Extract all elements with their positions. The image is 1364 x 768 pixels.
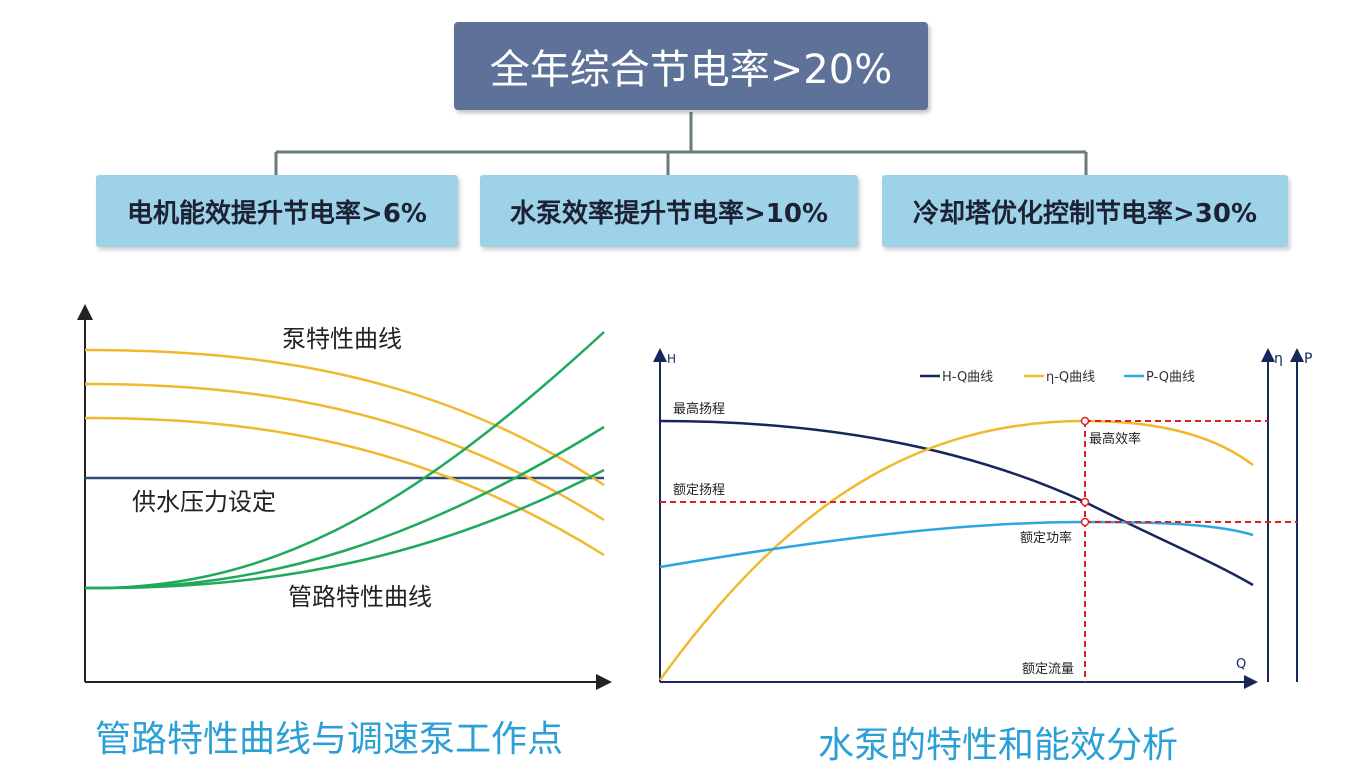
right-chart-caption: 水泵的特性和能效分析 xyxy=(818,725,1179,766)
pump-efficiency-label: 水泵效率提升节电率>10% xyxy=(509,198,829,229)
rated-flow-label: 额定流量 xyxy=(1022,662,1074,677)
rated-head-label: 额定扬程 xyxy=(673,483,725,498)
pipe-curve-1 xyxy=(84,331,605,590)
eta-q-curve xyxy=(658,419,1254,681)
pump-curve-2 xyxy=(84,382,605,522)
total-saving-box: 全年综合节电率>20% xyxy=(454,22,928,110)
rated-power-label: 额定功率 xyxy=(1020,530,1072,546)
left-chart-caption: 管路特性曲线与调速泵工作点 xyxy=(95,719,564,760)
motor-efficiency-label: 电机能效提升节电率>6% xyxy=(127,198,427,229)
q-axis-label: Q xyxy=(1236,657,1246,672)
motor-efficiency-box: 电机能效提升节电率>6% xyxy=(96,175,458,247)
legend-etaq: η-Q曲线 xyxy=(1046,370,1095,385)
chart-legend: H-Q曲线 η-Q曲线 P-Q曲线 xyxy=(920,370,1195,385)
h-q-curve xyxy=(659,419,1254,587)
pump-efficiency-box: 水泵效率提升节电率>10% xyxy=(480,175,858,247)
rated-head-point xyxy=(1080,497,1090,507)
h-axis-label: H xyxy=(667,352,676,366)
pipe-curve-3 xyxy=(84,468,605,590)
p-q-curve xyxy=(659,520,1254,569)
legend-pq: P-Q曲线 xyxy=(1146,370,1195,385)
cooling-tower-label: 冷却塔优化控制节电率>30% xyxy=(912,198,1258,229)
p-axis-label: P xyxy=(1304,351,1312,367)
supply-pressure-label: 供水压力设定 xyxy=(132,488,276,516)
max-eff-point xyxy=(1080,416,1090,426)
eta-axis-label: η xyxy=(1274,351,1283,367)
pump-curve-label: 泵特性曲线 xyxy=(282,325,402,353)
cooling-tower-box: 冷却塔优化控制节电率>30% xyxy=(882,175,1288,247)
pipe-curve-label: 管路特性曲线 xyxy=(288,583,432,611)
legend-hq: H-Q曲线 xyxy=(942,370,993,385)
max-head-label: 最高扬程 xyxy=(673,401,725,417)
rated-power-point xyxy=(1080,517,1090,527)
pump-curve-3 xyxy=(84,416,605,557)
pump-curve-1 xyxy=(84,348,605,487)
max-eff-label: 最高效率 xyxy=(1089,431,1141,447)
total-saving-title: 全年综合节电率>20% xyxy=(489,47,893,93)
